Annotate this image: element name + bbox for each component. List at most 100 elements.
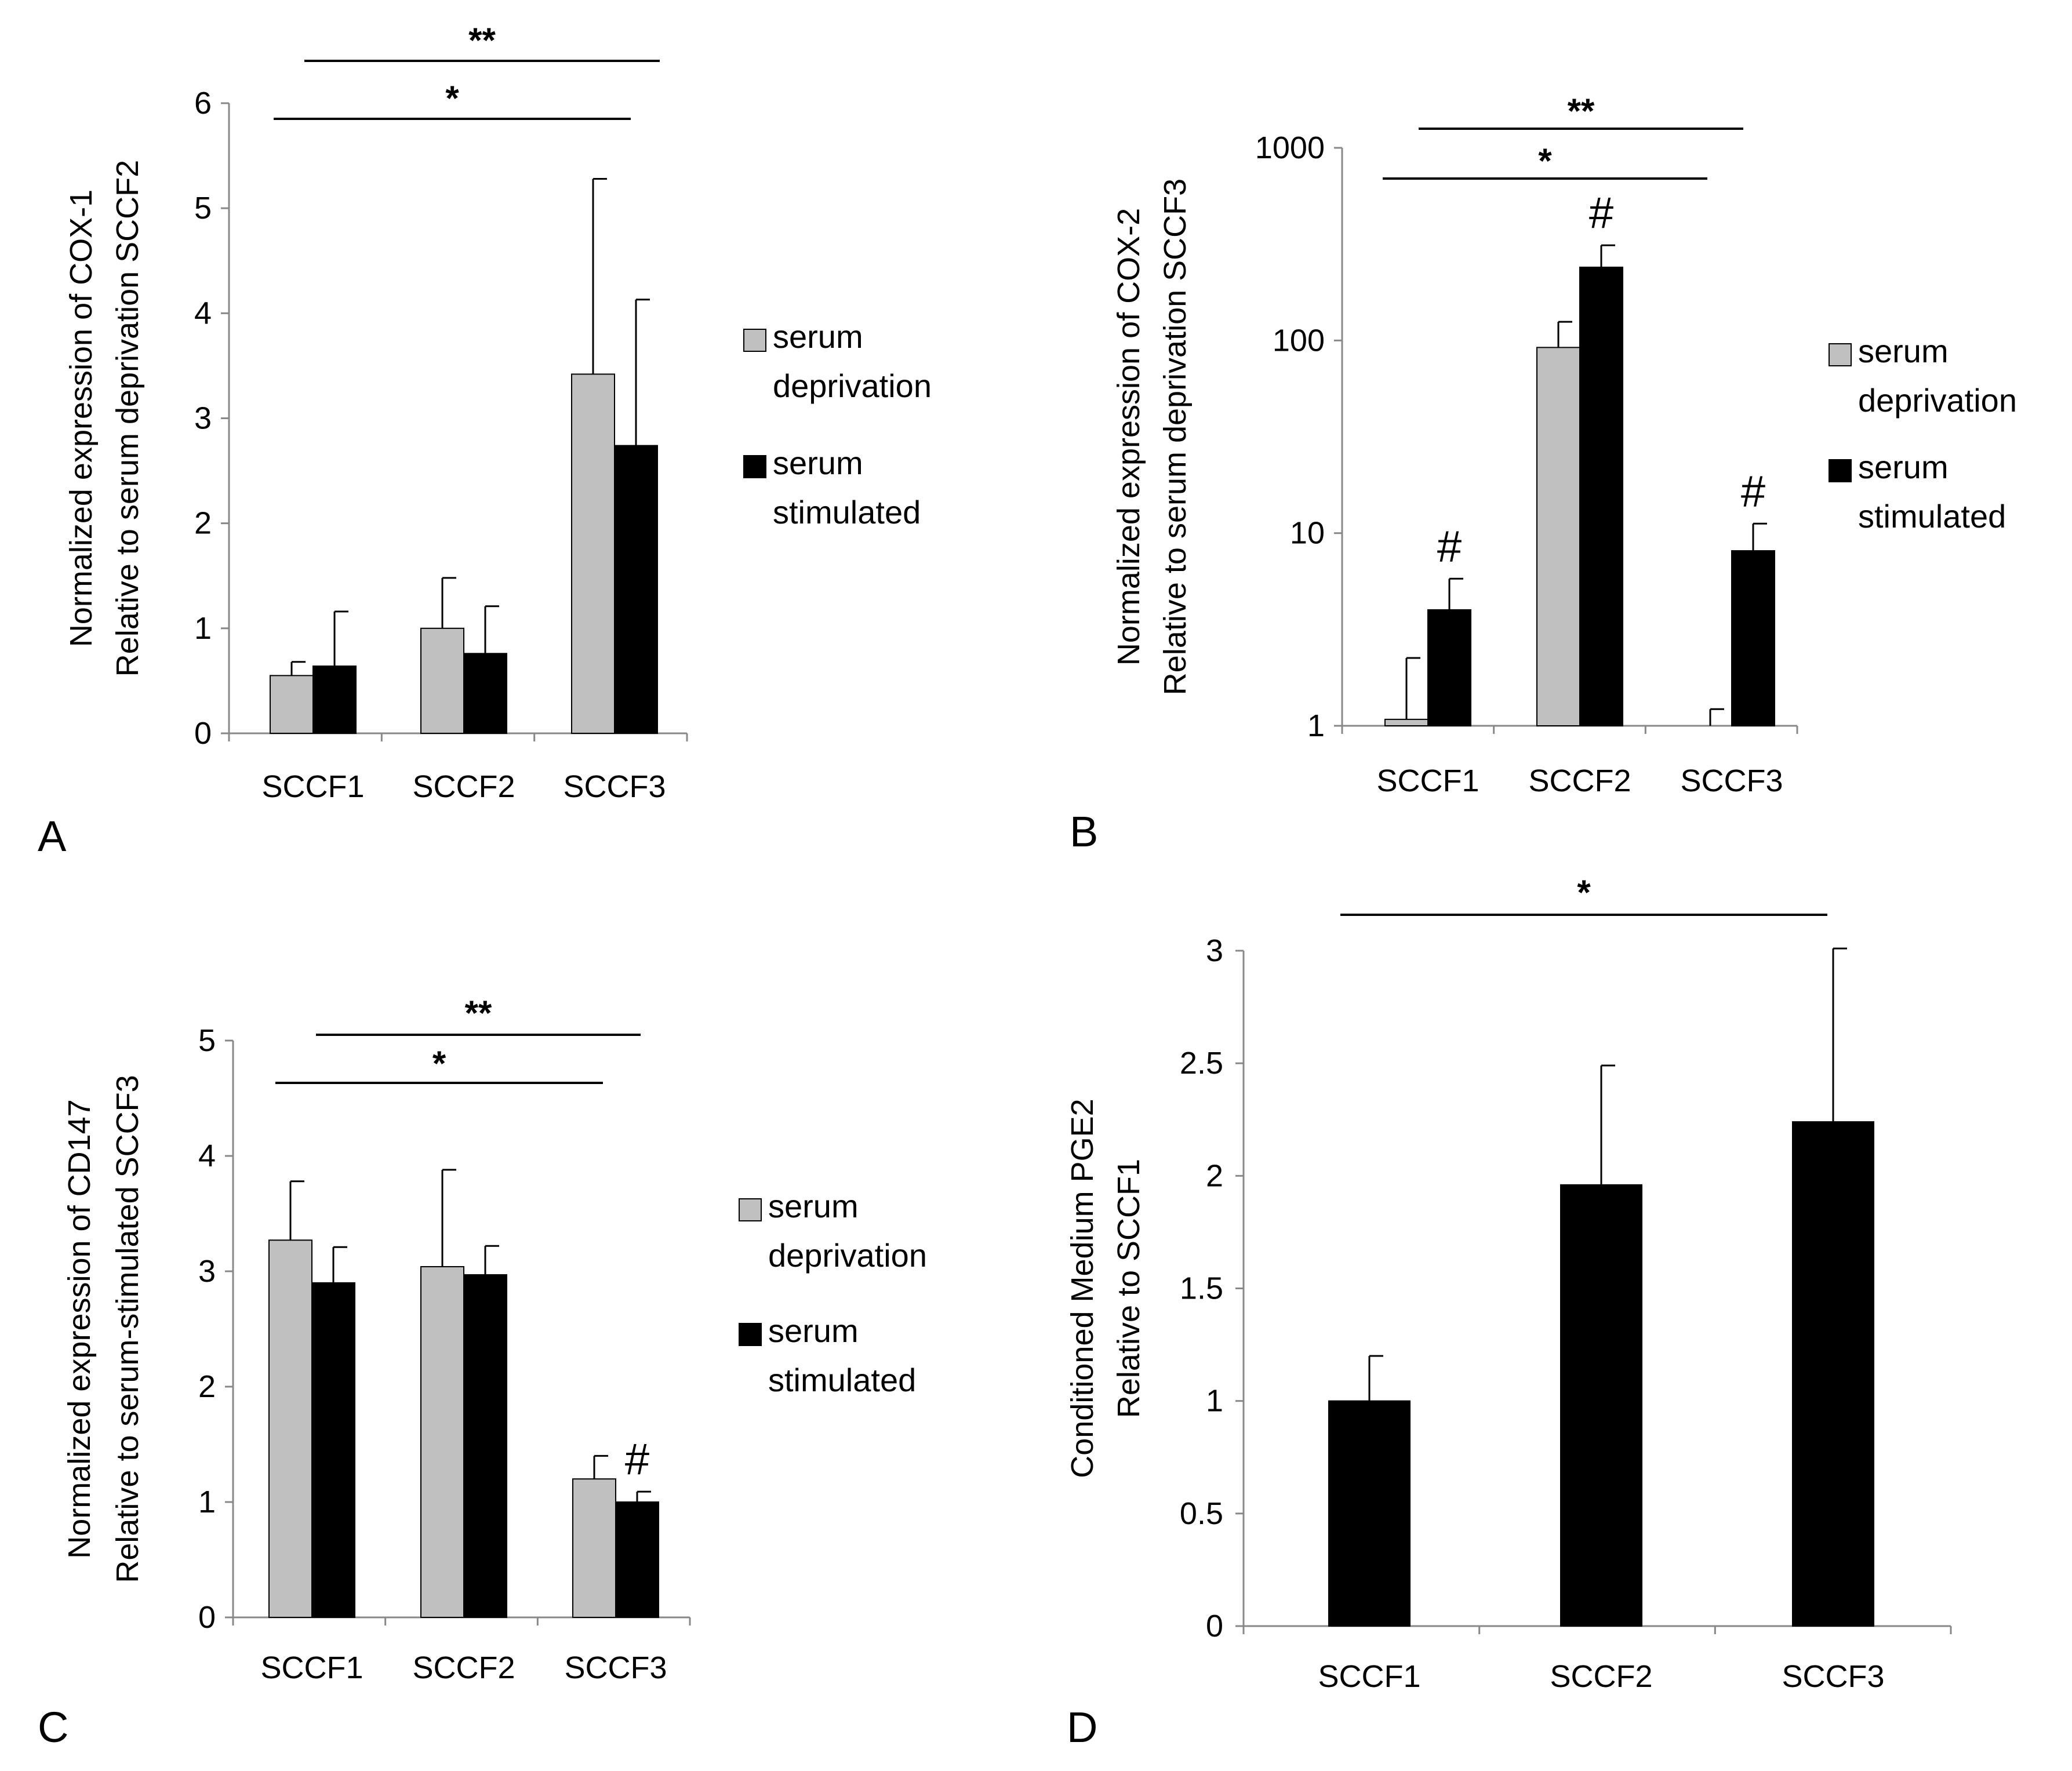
y-tick-label: 4: [198, 1139, 216, 1173]
legend-swatch-deprivation: [739, 1198, 762, 1221]
x-tick-label-sccf2: SCCF2: [1528, 763, 1631, 798]
y-tick-label: 1: [194, 611, 212, 646]
y-tick-label: 1: [198, 1485, 216, 1519]
legend-swatch-deprivation: [1829, 343, 1852, 366]
x-tick-label-sccf3: SCCF3: [1680, 763, 1783, 798]
legend: serum deprivation serum stimulated: [743, 318, 932, 530]
y-axis-label-line1: Conditioned Medium PGE2: [1065, 1099, 1100, 1478]
legend-label-stimulated-line2: stimulated: [1858, 498, 2006, 534]
legend-label-deprivation-line2: deprivation: [768, 1237, 927, 1274]
hash-marker: #: [1589, 188, 1613, 238]
hash-marker: #: [1741, 467, 1765, 516]
hash-marker: #: [1437, 522, 1462, 571]
significance-label: **: [468, 21, 496, 60]
significance-label: **: [1568, 92, 1595, 130]
x-tick-label-sccf1: SCCF1: [1376, 763, 1479, 798]
x-tick-label-sccf2: SCCF2: [412, 769, 515, 804]
x-tick-label-sccf1: SCCF1: [1318, 1659, 1420, 1694]
y-tick-label: 2: [1206, 1158, 1223, 1193]
bar-sccf3-deprivation: [571, 373, 615, 734]
panel-letter-d: D: [1067, 1703, 1097, 1751]
significance-label: *: [445, 79, 459, 118]
bar-sccf2-stimulated: [463, 653, 507, 734]
y-tick-label: 1: [1307, 708, 1325, 743]
x-tick-label-sccf2: SCCF2: [412, 1650, 515, 1685]
significance-label: **: [465, 994, 492, 1032]
x-tick-label-sccf3: SCCF3: [1782, 1659, 1884, 1694]
significance-label: *: [1577, 873, 1591, 912]
y-tick-label: 4: [194, 296, 212, 330]
legend-swatch-stimulated: [739, 1323, 762, 1346]
y-tick-label: 5: [198, 1023, 216, 1058]
legend-label-stimulated: serum: [1858, 449, 1949, 485]
legend-label-stimulated-line2: stimulated: [768, 1362, 916, 1398]
x-tick-label-sccf3: SCCF3: [564, 1650, 667, 1685]
bar-sccf1-deprivation: [268, 1239, 312, 1618]
panel-d: 0 0.5 1 1.5 2 2.5 3 SCCF1 SCCF2 SCCF3 * Conditioned…: [1065, 873, 1952, 1751]
legend-label-deprivation: serum: [1858, 333, 1949, 369]
legend-label-stimulated: serum: [773, 445, 863, 481]
y-axis-label-line2: Relative to serum deprivation SCCF3: [1158, 179, 1193, 695]
legend-label-deprivation: serum: [773, 318, 863, 355]
bar-sccf2-stimulated: [463, 1274, 507, 1618]
y-tick-label: 1: [1206, 1384, 1223, 1419]
y-tick-label: 2: [194, 506, 212, 541]
bar-sccf3-stimulated: [614, 445, 658, 734]
legend-swatch-deprivation: [743, 329, 766, 352]
bar-sccf2-deprivation: [420, 627, 464, 734]
y-tick-label: 0: [198, 1600, 216, 1635]
bar-sccf2-deprivation: [1536, 347, 1580, 726]
y-axis-label-line2: Relative to SCCF1: [1111, 1159, 1146, 1418]
y-tick-label: 2.5: [1180, 1046, 1223, 1081]
legend-label-deprivation-line2: deprivation: [773, 368, 932, 404]
x-tick-label-sccf1: SCCF1: [260, 1650, 363, 1685]
legend: serum deprivation serum stimulated: [739, 1188, 927, 1398]
x-tick-label-sccf2: SCCF2: [1550, 1659, 1652, 1694]
y-tick-label: 0: [194, 716, 212, 751]
bar-sccf1-deprivation: [1384, 718, 1428, 727]
y-tick-label: 3: [194, 401, 212, 436]
y-axis-label-line2: Relative to serum deprivation SCCF2: [110, 160, 145, 677]
y-tick-label: 1000: [1255, 130, 1325, 165]
hash-marker: #: [625, 1435, 649, 1484]
significance-label: *: [1538, 141, 1552, 180]
panel-letter-a: A: [38, 812, 67, 860]
bar-sccf2-stimulated: [1579, 266, 1623, 727]
bar-sccf3-stimulated: [615, 1501, 659, 1618]
bar-sccf1-stimulated: [312, 666, 357, 734]
bar-sccf1-stimulated: [1427, 609, 1471, 727]
x-tick-label-sccf1: SCCF1: [261, 769, 364, 804]
bar-sccf3-stimulated: [1792, 1121, 1874, 1627]
legend-swatch-stimulated: [1829, 459, 1852, 482]
bar-sccf1-stimulated: [1328, 1400, 1411, 1627]
legend-swatch-stimulated: [743, 455, 766, 478]
y-tick-label: 0: [1206, 1609, 1223, 1643]
y-tick-label: 100: [1273, 323, 1325, 358]
y-axis-label-line1: Normalized expression of COX-1: [64, 190, 99, 647]
bar-sccf2-deprivation: [420, 1266, 464, 1619]
panel-letter-c: C: [38, 1703, 68, 1751]
legend-label-deprivation: serum: [768, 1188, 859, 1224]
y-tick-label: 2: [198, 1369, 216, 1404]
panel-a: 0 1 2 3 4 5 6 SCCF1 SCCF2 SCCF3 *** Normalized expr…: [38, 21, 932, 860]
y-tick-label: 1.5: [1180, 1271, 1223, 1306]
legend-label-stimulated-line2: stimulated: [773, 494, 921, 530]
y-tick-label: 6: [194, 86, 212, 121]
significance-label: *: [432, 1044, 446, 1083]
bar-sccf1-deprivation: [270, 675, 314, 734]
y-axis-label-line1: Normalized expression of CD147: [62, 1099, 97, 1558]
legend: serum deprivation serum stimulated: [1829, 333, 2017, 534]
legend-label-deprivation-line2: deprivation: [1858, 382, 2017, 419]
y-tick-label: 3: [198, 1254, 216, 1289]
panel-letter-b: B: [1070, 808, 1098, 856]
y-axis-label-line2: Relative to serum-stimulated SCCF3: [110, 1075, 145, 1583]
bar-sccf3-stimulated: [1731, 550, 1775, 726]
x-tick-label-sccf3: SCCF3: [563, 769, 666, 804]
legend-label-stimulated: serum: [768, 1312, 859, 1349]
y-tick-label: 5: [194, 191, 212, 226]
bar-sccf2-stimulated: [1560, 1184, 1642, 1627]
